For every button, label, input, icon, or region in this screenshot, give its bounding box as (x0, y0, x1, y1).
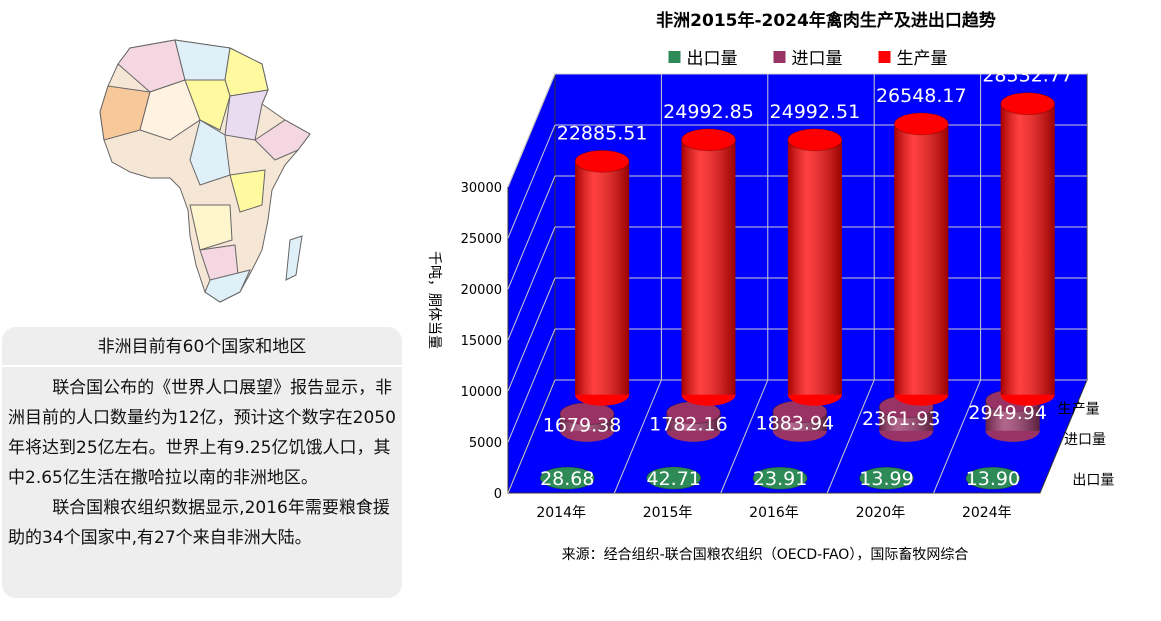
grid-line (507, 277, 556, 392)
depth-label: 出口量 (1072, 473, 1114, 489)
bar-cap (965, 466, 1021, 490)
value-label: 42.71 (647, 468, 701, 490)
bar-shade (894, 123, 949, 395)
value-label: 2949.94 (968, 402, 1047, 424)
x-tick-label: 2024年 (962, 505, 1012, 521)
bar-shade (1000, 103, 1055, 395)
legend-label: 进口量 (792, 49, 843, 69)
bar-cap (1000, 92, 1056, 116)
value-label: 13.99 (859, 468, 913, 490)
value-label: 28.68 (540, 468, 594, 490)
source-note: 来源：经合组织-联合国粮农组织（OECD-FAO），国际畜牧网综合 (562, 547, 969, 563)
paragraph: 联合国粮农组织数据显示,2016年需要粮食援助的34个国家中,有27个来自非洲大… (8, 498, 390, 548)
value-label: 26548.17 (876, 85, 967, 107)
x-tick-label: 2014年 (536, 505, 586, 521)
panel-heading: 非洲目前有60个国家和地区 (2, 327, 402, 367)
legend-label: 生产量 (897, 49, 948, 69)
bar-cap (680, 128, 736, 152)
bar-cap (539, 466, 595, 490)
value-label: 24992.85 (663, 101, 754, 123)
floor-line (613, 379, 662, 494)
legend-label: 出口量 (687, 49, 738, 69)
paragraph: 联合国公布的《世界人口展望》报告显示，非洲目前的人口数量约为12亿，预计这个数字… (8, 378, 396, 488)
value-label: 13.90 (966, 468, 1020, 490)
info-panel: 非洲目前有60个国家和地区 联合国公布的《世界人口展望》报告显示，非洲目前的人口… (2, 327, 402, 598)
floor-line (826, 379, 875, 494)
y-tick-label: 5000 (469, 436, 502, 451)
grid-line (507, 175, 556, 290)
bar-shade (575, 161, 630, 395)
value-label: 23.91 (753, 468, 807, 490)
y-tick-label: 15000 (461, 334, 502, 349)
legend-swatch (668, 51, 681, 63)
africa-map (99, 39, 311, 303)
bar-cap (752, 466, 808, 490)
bar-shade (787, 139, 842, 395)
value-label: 1883.94 (756, 413, 835, 435)
y-axis-label: 千吨，胴体当量 (426, 251, 442, 349)
bar-cap (893, 112, 949, 136)
value-label: 1679.38 (543, 415, 622, 437)
grid-line (507, 226, 556, 341)
y-tick-label: 0 (494, 487, 502, 502)
x-tick-label: 2020年 (856, 505, 906, 521)
legend-swatch (773, 51, 786, 63)
y-tick-label: 25000 (461, 232, 502, 247)
y-tick-label: 20000 (461, 283, 502, 298)
legend-swatch (878, 51, 891, 63)
x-tick-label: 2016年 (749, 505, 799, 521)
chart-title: 非洲2015年-2024年禽肉生产及进出口趋势 (656, 10, 996, 31)
grid-line (507, 379, 556, 494)
value-label: 22885.51 (557, 122, 648, 144)
floor-line (720, 379, 769, 494)
grid-line (507, 328, 556, 443)
bar-cap (859, 466, 915, 490)
bar-cap (574, 149, 630, 173)
value-label: 2361.93 (862, 408, 941, 430)
floor-line (933, 379, 982, 494)
x-tick-label: 2015年 (643, 505, 693, 521)
value-label: 24992.51 (770, 101, 861, 123)
depth-label: 生产量 (1058, 401, 1100, 417)
value-label: 28532.77 (982, 65, 1073, 87)
bar-shade (681, 139, 736, 395)
grid-line (507, 73, 556, 188)
value-label: 1782.16 (649, 414, 728, 436)
depth-label: 进口量 (1064, 432, 1106, 448)
y-tick-label: 10000 (461, 385, 502, 400)
y-tick-label: 30000 (461, 181, 502, 196)
bar-cap (787, 128, 843, 152)
grid-line (507, 124, 556, 239)
bar-cap (646, 466, 702, 490)
